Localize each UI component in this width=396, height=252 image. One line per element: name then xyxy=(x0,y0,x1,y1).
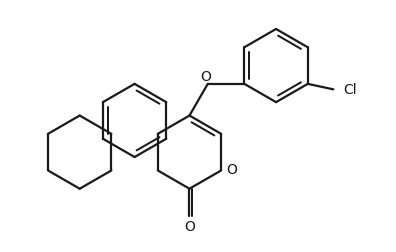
Text: Cl: Cl xyxy=(344,83,357,97)
Text: O: O xyxy=(226,162,237,176)
Text: O: O xyxy=(200,70,211,83)
Text: O: O xyxy=(184,219,195,234)
